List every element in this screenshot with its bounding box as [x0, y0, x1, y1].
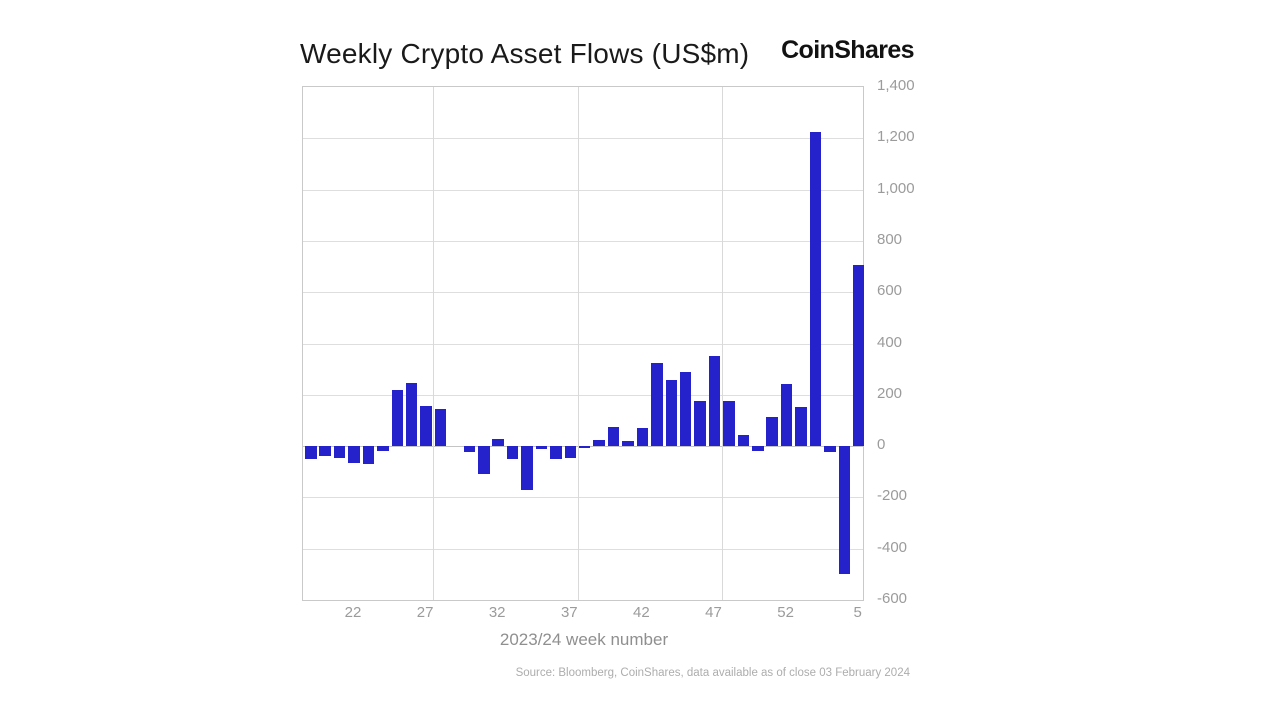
- bar-week-49: [737, 435, 750, 447]
- bar-week-2: [809, 131, 822, 447]
- h-gridline: [303, 394, 863, 396]
- y-tick-label: 1,200: [877, 128, 915, 146]
- h-gridline: [303, 497, 863, 499]
- h-gridline: [303, 240, 863, 242]
- bar-week-21: [333, 446, 346, 458]
- bar-week-42: [636, 428, 649, 447]
- chart-title: Weekly Crypto Asset Flows (US$m): [300, 38, 750, 69]
- bar-week-47: [708, 356, 721, 447]
- h-gridline: [303, 292, 863, 294]
- bar-week-5: [852, 264, 865, 447]
- y-tick-label: -600: [877, 590, 908, 607]
- y-axis: 1,400 1,200 1,000 800 600 400 200 0 -200 -400 -600: [877, 78, 937, 607]
- x-tick-label: 47: [705, 604, 722, 621]
- h-gridline: [303, 343, 863, 345]
- bar-week-32: [492, 439, 504, 447]
- x-tick-label: 37: [560, 604, 578, 621]
- bar-week-37: [564, 446, 576, 458]
- bar-week-20: [319, 446, 331, 457]
- v-gridline: [433, 87, 435, 600]
- coinshares-logo: CoinShares: [781, 36, 915, 64]
- y-tick-label: 1,000: [877, 179, 915, 197]
- bar-week-39: [593, 440, 605, 447]
- bar-week-51: [766, 416, 778, 447]
- bar-week-33: [506, 446, 519, 460]
- y-tick-label: 200: [877, 384, 903, 402]
- bar-week-50: [752, 446, 764, 452]
- bar-week-46: [694, 401, 706, 447]
- y-tick-label: 1,400: [877, 77, 915, 94]
- x-tick-label: 27: [416, 604, 434, 621]
- y-tick-label: 800: [877, 230, 903, 248]
- bar-week-28: [434, 408, 447, 447]
- bar-week-52: [780, 383, 793, 447]
- v-gridline: [577, 87, 579, 600]
- bar-week-45: [679, 371, 692, 447]
- x-tick-label: 5: [853, 604, 862, 621]
- bar-week-1: [795, 407, 807, 447]
- bar-week-44: [665, 379, 677, 447]
- bar-week-35: [535, 446, 548, 449]
- h-gridline: [303, 138, 863, 140]
- h-gridline: [303, 548, 863, 550]
- bar-week-27: [420, 406, 432, 447]
- bar-week-4: [838, 446, 850, 575]
- bar-week-31: [478, 446, 490, 475]
- x-axis: 22 27 32 37 42 47 52 5: [302, 604, 862, 626]
- x-tick-label: 32: [488, 604, 506, 621]
- bar-week-48: [723, 401, 735, 447]
- bar-week-22: [348, 446, 360, 463]
- source-note: Source: Bloomberg, CoinShares, data avai…: [515, 667, 910, 679]
- bar-week-23: [362, 446, 375, 465]
- x-tick-label: 22: [344, 604, 362, 621]
- y-tick-label: 400: [877, 333, 903, 351]
- x-axis-title: 2023/24 week number: [499, 630, 669, 649]
- y-tick-label: 0: [877, 436, 886, 454]
- x-tick-label: 52: [777, 604, 794, 621]
- bar-week-40: [607, 427, 620, 447]
- bar-week-34: [521, 446, 533, 490]
- bar-week-43: [651, 362, 663, 447]
- h-gridline: [303, 189, 863, 191]
- bar-week-36: [550, 446, 562, 459]
- bar-week-3: [824, 446, 836, 453]
- bar-week-41: [622, 441, 634, 447]
- y-tick-label: -400: [877, 538, 908, 556]
- bar-week-25: [391, 390, 403, 447]
- bar-week-38: [578, 446, 591, 449]
- bar-week-19: [305, 446, 317, 459]
- v-gridline: [721, 87, 723, 600]
- y-tick-label: 600: [877, 282, 903, 300]
- bar-week-26: [405, 383, 418, 447]
- x-tick-label: 42: [633, 604, 650, 621]
- bar-week-30: [463, 446, 476, 453]
- bar-week-24: [377, 446, 389, 452]
- plot-area: [302, 86, 865, 601]
- y-tick-label: -200: [877, 487, 908, 505]
